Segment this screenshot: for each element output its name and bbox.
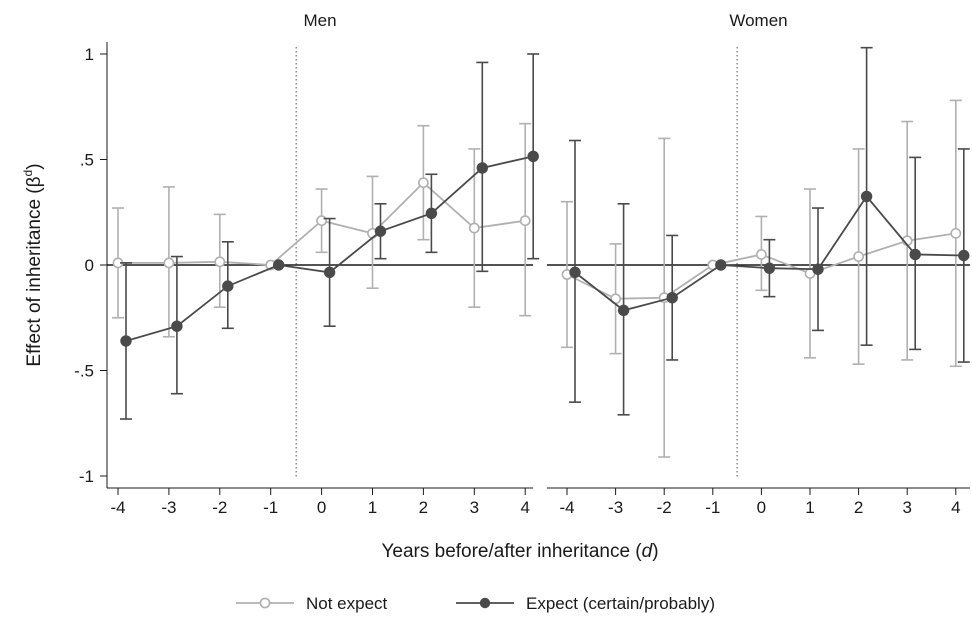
y-tick-label: -1 — [79, 467, 94, 486]
data-point — [853, 251, 864, 262]
y-tick-label: 1 — [85, 45, 94, 64]
chart-axes: 1 .5 0 -.5 -1 Effect of inheritance (βd) Years… — [21, 42, 659, 562]
x-tick-label: 1 — [805, 498, 814, 517]
x-tick-label: -4 — [559, 498, 574, 517]
x-tick-label: 2 — [854, 498, 863, 517]
data-point — [316, 215, 327, 227]
x-tick-label: 3 — [902, 498, 911, 517]
data-point — [763, 262, 776, 274]
data-point — [666, 292, 678, 304]
data-point — [120, 335, 132, 347]
y-tick-label: 0 — [85, 256, 94, 275]
x-tick-label: 3 — [470, 498, 479, 517]
panel-women: Women -4 -3 -2 -1 0 1 2 3 4 — [547, 11, 970, 517]
y-tick-label: -.5 — [74, 362, 94, 381]
data-point — [417, 177, 429, 189]
data-point — [958, 249, 970, 262]
data-point — [214, 256, 226, 268]
chart-panels: Men -4 -3 -2 -1 0 1 2 3 4 Women -4 -3 -2 -1 0 1 2 3 4 — [107, 11, 970, 517]
legend-item-not_expect: Not expect — [236, 594, 388, 613]
x-tick-label: 0 — [317, 498, 326, 517]
y-tick-label: .5 — [80, 151, 94, 170]
data-point — [617, 304, 630, 317]
data-point — [812, 263, 824, 275]
data-point — [222, 280, 234, 292]
data-point — [519, 215, 531, 227]
x-tick-label: 2 — [419, 498, 428, 517]
data-point — [950, 227, 962, 239]
data-point — [468, 222, 480, 234]
data-point — [163, 257, 175, 269]
series-not_expect — [561, 99, 962, 458]
data-point — [569, 266, 581, 279]
data-point — [860, 190, 873, 203]
panel-men: Men -4 -3 -2 -1 0 1 2 3 4 — [107, 11, 540, 517]
panel-title: Men — [303, 11, 336, 30]
x-tick-label: -3 — [608, 498, 623, 517]
x-tick-label: 4 — [520, 498, 529, 517]
legend-marker — [259, 597, 271, 609]
data-point — [909, 248, 921, 261]
legend-label: Expect (certain/probably) — [526, 594, 715, 613]
x-tick-label: 4 — [951, 498, 960, 517]
chart-legend: Not expect Expect (certain/probably) — [236, 594, 715, 613]
data-point — [527, 150, 539, 163]
data-point — [476, 162, 488, 174]
legend-label: Not expect — [306, 594, 388, 613]
x-tick-label: 0 — [757, 498, 766, 517]
panel-title: Women — [729, 11, 787, 30]
x-tick-label: -4 — [110, 498, 125, 517]
series-not_expect — [112, 122, 532, 338]
x-axis-title: Years before/after inheritance (d) — [381, 541, 658, 562]
x-tick-label: -1 — [705, 498, 720, 517]
series-expect — [569, 46, 970, 416]
x-tick-label: 1 — [368, 498, 377, 517]
series-expect — [120, 53, 540, 420]
data-point — [425, 207, 438, 220]
data-point — [323, 266, 336, 279]
legend-item-expect: Expect (certain/probably) — [456, 594, 715, 613]
data-point — [171, 320, 183, 332]
data-point — [756, 249, 767, 260]
x-tick-label: -2 — [657, 498, 672, 517]
y-axis-title: Effect of inheritance (βd) — [21, 163, 45, 366]
x-tick-label: -1 — [263, 498, 278, 517]
x-tick-label: -2 — [212, 498, 227, 517]
x-tick-label: -3 — [161, 498, 176, 517]
legend-marker — [479, 597, 491, 609]
data-point — [273, 259, 285, 271]
data-point — [715, 259, 727, 271]
data-point — [374, 225, 387, 237]
